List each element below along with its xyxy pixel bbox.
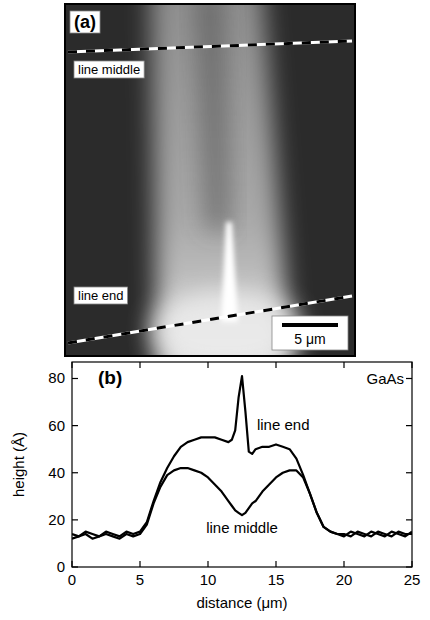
y-tick-right [406,378,412,379]
panel-label: (b) [98,367,122,388]
series-line [72,468,412,539]
y-tick [72,378,78,379]
y-tick [72,566,78,567]
annotation: GaAs [366,370,404,387]
scale-bar-label: 5 μm [294,331,325,347]
x-tick [71,561,72,567]
x-tick-top [411,362,412,368]
series-label: line end [257,416,310,433]
series-label: line middle [206,519,278,536]
panel-label: (a) [74,12,96,32]
ridge-groove [196,4,230,230]
y-tick-label: 0 [57,558,65,575]
line-label: line middle [78,62,140,77]
panel-label-box [70,11,100,33]
y-tick-label: 20 [48,511,65,528]
line-label-box [74,61,144,78]
x-tick-label: 10 [200,571,217,588]
profile-line-dash [68,41,352,52]
line-label: line end [78,288,124,303]
x-tick-label: 25 [404,571,421,588]
y-axis-title: height (Å) [10,432,27,497]
x-tick-top [275,362,276,368]
scale-bar-box [272,316,348,350]
y-tick [72,519,78,520]
y-tick [72,425,78,426]
x-tick [343,561,344,567]
x-tick-label: 20 [336,571,353,588]
y-tick-label: 40 [48,464,65,481]
spike [221,222,238,322]
image-content [68,4,352,356]
y-tick-right [406,425,412,426]
y-tick-right [406,566,412,567]
x-tick-label: 0 [68,571,76,588]
y-tick-label: 60 [48,417,65,434]
x-tick-label: 15 [268,571,285,588]
series-line [72,376,412,536]
y-tick-label: 80 [48,369,65,386]
figure: (a) line middle line end 5 μm 0 5 10 15 20 25 0 20 4… [0,0,430,620]
y-tick-right [406,472,412,473]
lines [72,376,412,539]
x-tick-top [343,362,344,368]
x-tick-top [71,362,72,368]
x-tick-top [139,362,140,368]
plot-frame [72,362,412,567]
profile-line [68,41,352,52]
scale-bar [282,323,338,327]
x-tick [139,561,140,567]
line-label-box [74,287,128,304]
x-tick [207,561,208,567]
image-frame [65,4,355,356]
x-tick [275,561,276,567]
y-tick [72,472,78,473]
x-tick [411,561,412,567]
x-axis-title: distance (μm) [196,594,287,611]
y-tick-right [406,519,412,520]
x-tick-label: 5 [136,571,144,588]
x-tick-top [207,362,208,368]
